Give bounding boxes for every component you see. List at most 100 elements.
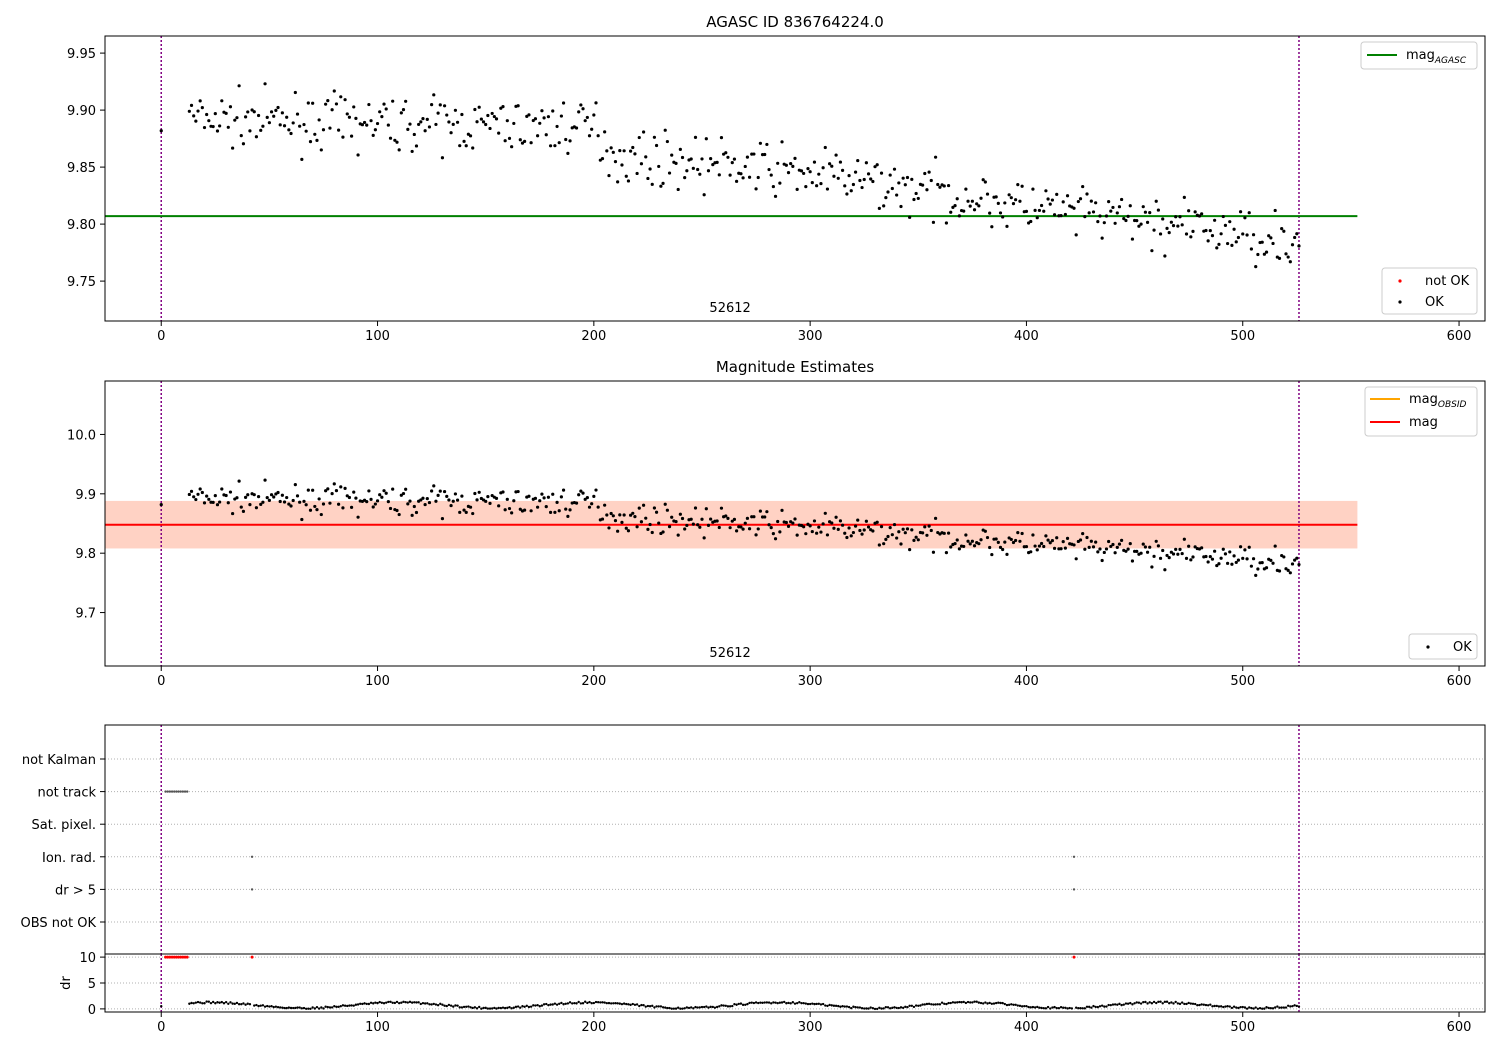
data-point-ok	[715, 519, 719, 523]
dr-point	[765, 1001, 769, 1004]
data-point-ok	[706, 169, 711, 173]
dr-point	[880, 1007, 883, 1010]
data-point-ok	[1152, 554, 1156, 558]
data-point-ok	[205, 494, 209, 498]
data-point-ok	[933, 516, 938, 520]
dr-outlier-point	[181, 955, 185, 959]
dr-point	[1165, 1000, 1169, 1003]
data-point-ok	[246, 110, 250, 114]
data-point-ok	[291, 121, 295, 125]
data-point-ok	[1141, 542, 1145, 546]
dr-point	[726, 1005, 730, 1008]
dr-point	[638, 1004, 641, 1008]
dr-point	[664, 1006, 667, 1009]
data-point-ok	[382, 489, 386, 493]
data-point-ok	[830, 164, 834, 168]
data-point-ok	[406, 127, 410, 131]
data-point-ok	[631, 511, 635, 515]
data-point-ok	[1238, 210, 1243, 214]
dr-point	[1016, 1004, 1019, 1007]
data-point-ok	[334, 488, 339, 493]
dr-point	[676, 1006, 680, 1009]
data-point-ok	[663, 502, 667, 506]
flag-marker	[170, 790, 174, 793]
dr-point	[1023, 1004, 1026, 1008]
data-point-ok	[1154, 539, 1158, 543]
flag-marker	[1072, 855, 1076, 858]
data-point-ok	[455, 498, 460, 502]
dr-point	[845, 1005, 849, 1008]
data-point-ok	[527, 494, 531, 498]
dr-point	[951, 1001, 955, 1004]
data-point-ok	[1161, 548, 1165, 553]
dr-point	[387, 1000, 390, 1004]
dr-point	[577, 1000, 580, 1004]
data-point-ok	[949, 545, 953, 549]
data-point-ok	[851, 182, 856, 187]
data-point-ok	[215, 503, 220, 507]
data-point-ok	[561, 488, 566, 492]
dr-point	[1224, 1005, 1227, 1008]
panel-dr-ytick-label: 0	[88, 1003, 96, 1018]
data-point-ok	[356, 515, 360, 519]
data-point-ok	[769, 173, 773, 177]
data-point-ok	[685, 169, 689, 173]
dr-point	[1018, 1004, 1022, 1008]
data-point-ok	[905, 175, 910, 180]
data-point-ok	[929, 178, 933, 183]
data-point-ok	[659, 184, 663, 188]
data-point-ok	[587, 134, 592, 138]
dr-point	[798, 1000, 801, 1004]
data-point-ok	[711, 163, 715, 167]
dr-point	[571, 1002, 574, 1005]
data-point-ok	[1029, 219, 1033, 224]
data-point-ok	[440, 156, 445, 160]
data-point-ok	[726, 155, 730, 159]
data-point-ok	[1111, 205, 1115, 210]
data-point-ok	[432, 93, 436, 97]
data-point-ok	[988, 211, 992, 215]
dr-point	[317, 1007, 321, 1010]
data-point-ok	[754, 533, 758, 537]
dr-point	[417, 1001, 420, 1004]
data-point-ok	[1087, 211, 1091, 215]
data-point-ok	[412, 132, 416, 137]
data-point-ok	[512, 499, 516, 503]
data-point-ok	[218, 500, 222, 504]
data-point-ok	[488, 501, 492, 505]
data-point-ok	[423, 502, 427, 507]
dr-point	[216, 1001, 219, 1004]
data-point-ok	[404, 99, 408, 103]
data-point-ok	[938, 185, 942, 189]
data-point-ok	[773, 194, 778, 198]
dr-point	[921, 1003, 924, 1006]
data-point-ok	[419, 498, 423, 502]
data-point-ok	[607, 173, 611, 178]
dr-point	[1263, 1007, 1266, 1010]
dr-point	[1196, 1004, 1199, 1007]
dr-point	[648, 1005, 652, 1008]
data-point-ok	[832, 526, 836, 530]
dr-point	[1202, 1003, 1206, 1006]
dr-point	[378, 1000, 381, 1004]
data-point-ok	[202, 501, 207, 505]
dr-point	[1046, 1005, 1050, 1009]
data-point-ok	[1241, 232, 1245, 236]
data-point-ok	[808, 524, 812, 528]
data-point-ok	[600, 156, 605, 161]
data-point-ok	[994, 537, 998, 541]
data-point-ok	[274, 108, 278, 112]
data-point-ok	[1029, 550, 1033, 554]
data-point-ok	[944, 551, 949, 555]
dr-point	[227, 1002, 230, 1005]
dr-point	[828, 1003, 831, 1007]
dr-point	[940, 1001, 944, 1004]
data-point-ok	[211, 500, 215, 505]
data-point-ok	[557, 509, 561, 513]
data-point-ok	[1018, 539, 1022, 543]
panel-magnitude-obsid-label: 52612	[709, 646, 750, 661]
data-point-ok	[272, 495, 276, 499]
panel-dr-ytick-label: 5	[88, 977, 96, 992]
data-point-ok	[1286, 568, 1290, 572]
data-point-ok	[187, 109, 191, 113]
